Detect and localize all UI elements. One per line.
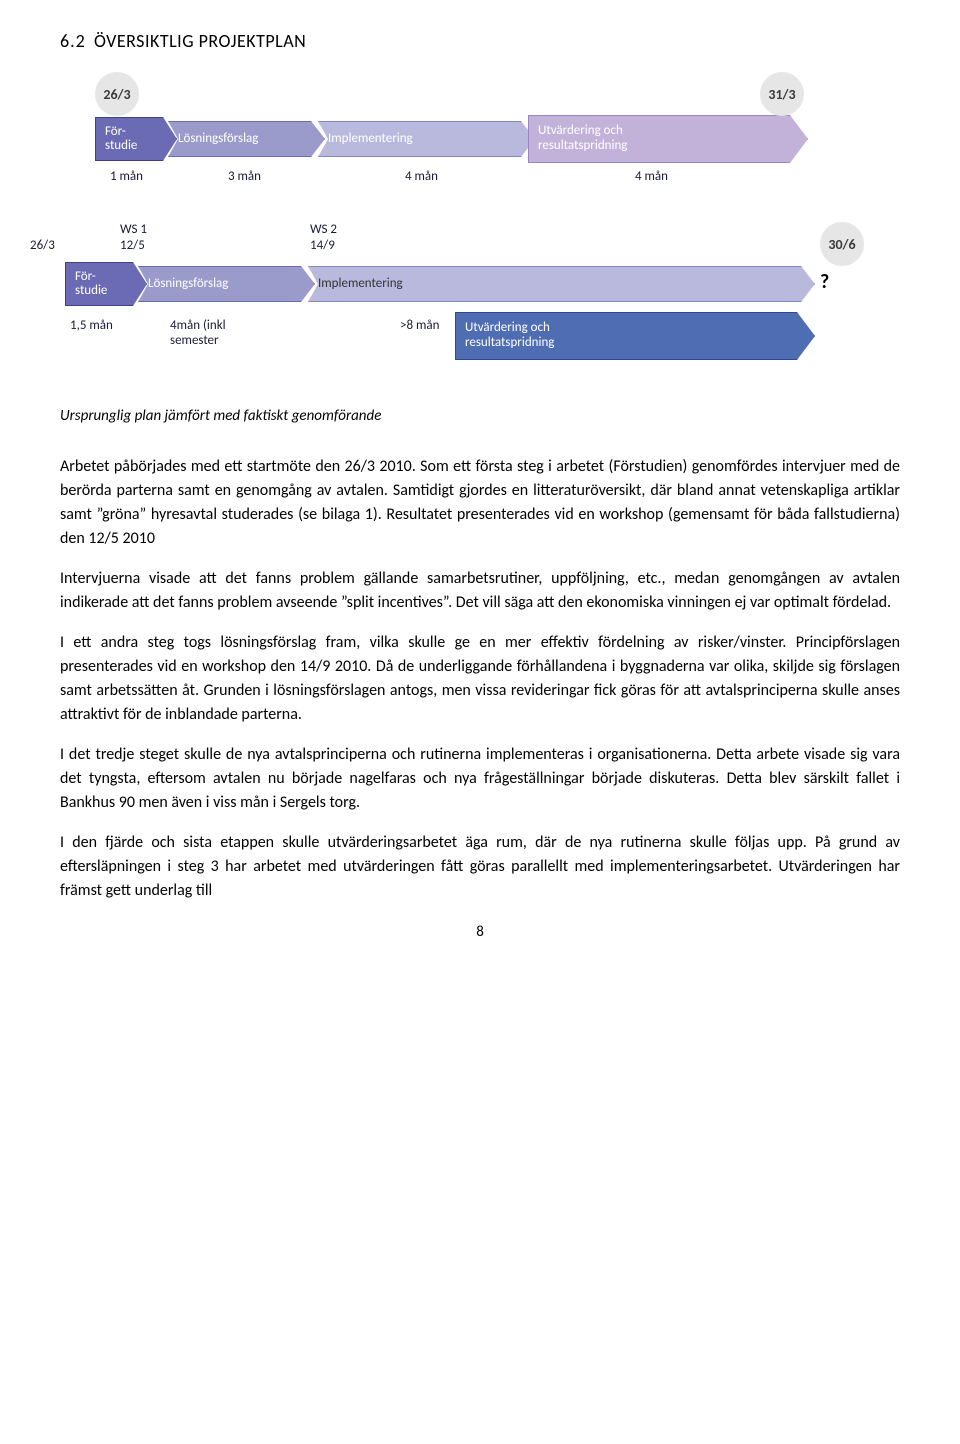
ws-label: WS 1 (120, 222, 147, 237)
section-title-text: ÖVERSIKTLIG PROJEKTPLAN (94, 30, 306, 52)
body-paragraph: I ett andra steg togs lösningsförslag fr… (60, 631, 900, 727)
marker-label: 30/6 (828, 236, 855, 253)
ws-label: WS 2 (310, 222, 337, 237)
page-number: 8 (60, 923, 900, 941)
body-paragraph: I den fjärde och sista etappen skulle ut… (60, 831, 900, 903)
timeline-row-1: 26/3 31/3 För-studie Lösningsförslag Imp… (60, 77, 900, 187)
duration-label: 1,5 mån (70, 318, 113, 333)
phase-box-utvardering: Utvärdering ochresultatspridning (455, 312, 815, 360)
duration-label: 4 mån (405, 169, 438, 184)
phase-arrow-forstudie: För-studie (65, 262, 145, 306)
duration-label: 4mån (inklsemester (170, 318, 226, 348)
phase-arrow-forstudie: För-studie (95, 117, 175, 161)
body-paragraph: Arbetet påbörjades med ett startmöte den… (60, 455, 900, 551)
duration-label: >8 mån (400, 318, 439, 333)
marker-label: 31/3 (768, 86, 795, 103)
ws-date: 14/9 (310, 238, 335, 253)
end-marker: 30/6 (820, 222, 864, 266)
duration-label: 3 mån (228, 169, 261, 184)
timeline-row-2: WS 1 26/3 12/5 WS 2 14/9 30/6 För-studie… (20, 222, 900, 372)
row-start-date: 26/3 (30, 238, 55, 253)
phase-arrow-implement: Implementering (318, 121, 533, 157)
end-marker: 31/3 (760, 72, 804, 116)
question-mark: ? (820, 270, 829, 294)
ws-date: 12/5 (120, 238, 145, 253)
duration-label: 4 mån (635, 169, 668, 184)
phase-box-utvardering: Utvärdering ochresultatspridning (528, 115, 808, 163)
section-heading: 6.2 ÖVERSIKTLIG PROJEKTPLAN (60, 30, 900, 52)
phase-arrow-losning: Lösningsförslag (138, 266, 313, 302)
body-paragraph: I det tredje steget skulle de nya avtals… (60, 743, 900, 815)
phase-arrow-implement: Implementering (308, 266, 813, 302)
section-number: 6.2 (60, 30, 86, 52)
figure-caption: Ursprunglig plan jämfört med faktiskt ge… (60, 407, 900, 425)
phase-arrow-losning: Lösningsförslag (168, 121, 323, 157)
duration-label: 1 mån (110, 169, 143, 184)
body-paragraph: Intervjuerna visade att det fanns proble… (60, 567, 900, 615)
marker-label: 26/3 (103, 86, 130, 103)
start-marker: 26/3 (95, 72, 139, 116)
